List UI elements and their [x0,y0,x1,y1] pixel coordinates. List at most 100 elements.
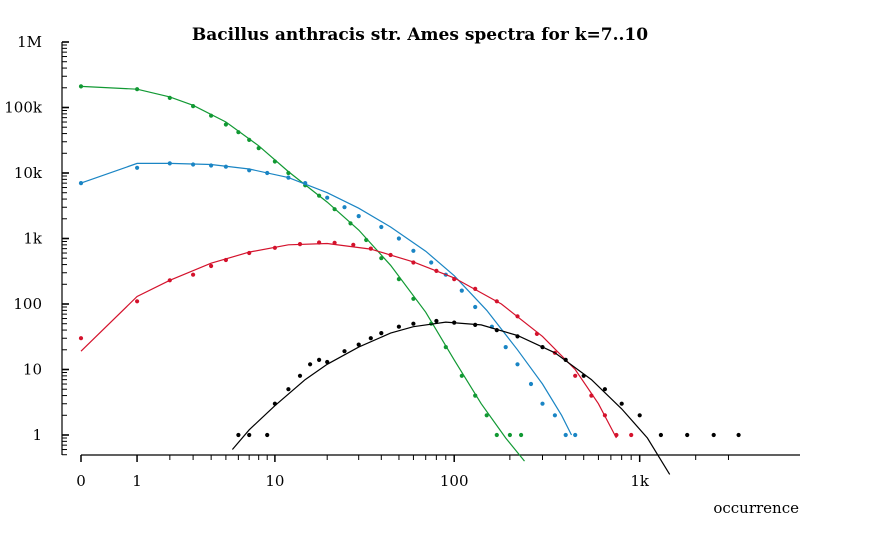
data-point [459,373,464,378]
data-point [247,137,252,142]
series-fit-line [80,162,573,436]
data-point [484,413,489,418]
data-point [317,357,322,362]
data-point [167,161,172,166]
data-point [342,349,347,354]
data-point [473,304,478,310]
data-point [135,87,140,92]
data-point [443,345,448,350]
y-tick-label: 100 [13,295,42,313]
data-point [452,277,457,282]
data-point [528,381,534,387]
y-tick-label: 1k [23,230,43,248]
data-point [317,240,322,245]
data-point [265,170,270,176]
data-point [637,413,642,418]
data-point [209,263,214,269]
data-point [317,193,322,198]
data-point [494,432,499,438]
data-point [396,277,401,282]
data-point [223,164,228,169]
series-2 [78,161,578,438]
data-point [589,393,594,398]
data-point [356,342,361,347]
x-axis-label: occurrence [713,499,799,517]
data-point [286,170,291,176]
data-point [515,314,520,319]
data-point [332,240,337,245]
data-point [614,432,619,438]
series-4 [231,318,741,475]
series-fit-line [80,242,617,439]
data-point [658,432,664,438]
data-point [247,168,252,173]
data-point [356,214,361,219]
data-point [286,387,291,392]
data-point [429,260,434,265]
data-point [563,432,568,438]
data-point [191,104,196,109]
data-point [351,242,356,247]
data-point [379,256,384,261]
data-point [223,257,228,263]
data-point [434,318,439,324]
x-tick-label: 0 [76,472,86,490]
data-point [325,195,330,200]
y-tick-label: 10 [23,361,42,379]
data-point [494,328,499,333]
y-axis: 1 10 100 1k 10k 100k 1M [4,33,69,456]
data-point [711,432,716,438]
data-point [272,401,277,406]
data-point [342,205,347,210]
data-point [348,221,353,226]
data-point [540,401,545,406]
data-point [503,345,508,350]
data-point [167,95,172,100]
data-point [494,299,499,304]
data-point [209,163,214,168]
data-point [515,334,520,339]
data-point [519,432,524,438]
x-tick-label: 1 [132,472,142,490]
data-point [78,84,84,89]
data-point [78,336,84,341]
data-point [78,181,84,186]
data-point [736,432,741,438]
y-tick-label: 1 [32,426,42,444]
data-point [396,324,401,329]
data-point [459,288,464,293]
data-point [286,175,291,180]
data-point [297,373,303,378]
data-point [256,146,261,151]
data-point [191,162,196,167]
data-point [236,130,241,135]
data-point [411,260,416,265]
data-point [272,159,277,164]
series-1 [78,84,525,462]
data-point [135,165,140,170]
x-tick-label: 100 [440,472,469,490]
data-point [247,250,252,256]
data-point [573,432,578,438]
data-point [209,113,214,118]
x-axis: 0 1 10 100 1k [76,454,800,490]
data-point [167,278,172,283]
data-point [191,272,196,277]
data-point [411,296,416,301]
data-point [473,393,478,398]
data-point [473,322,478,327]
data-point [223,122,228,127]
data-point [388,252,393,258]
data-point [236,432,241,438]
data-point [507,432,512,438]
data-point [411,248,416,253]
series-fit-line [80,85,525,462]
data-point [368,336,373,341]
data-point [685,432,690,438]
y-tick-label: 10k [14,164,43,182]
data-point [515,362,520,367]
data-point [265,432,270,438]
data-point [396,236,401,241]
data-point [552,413,558,418]
